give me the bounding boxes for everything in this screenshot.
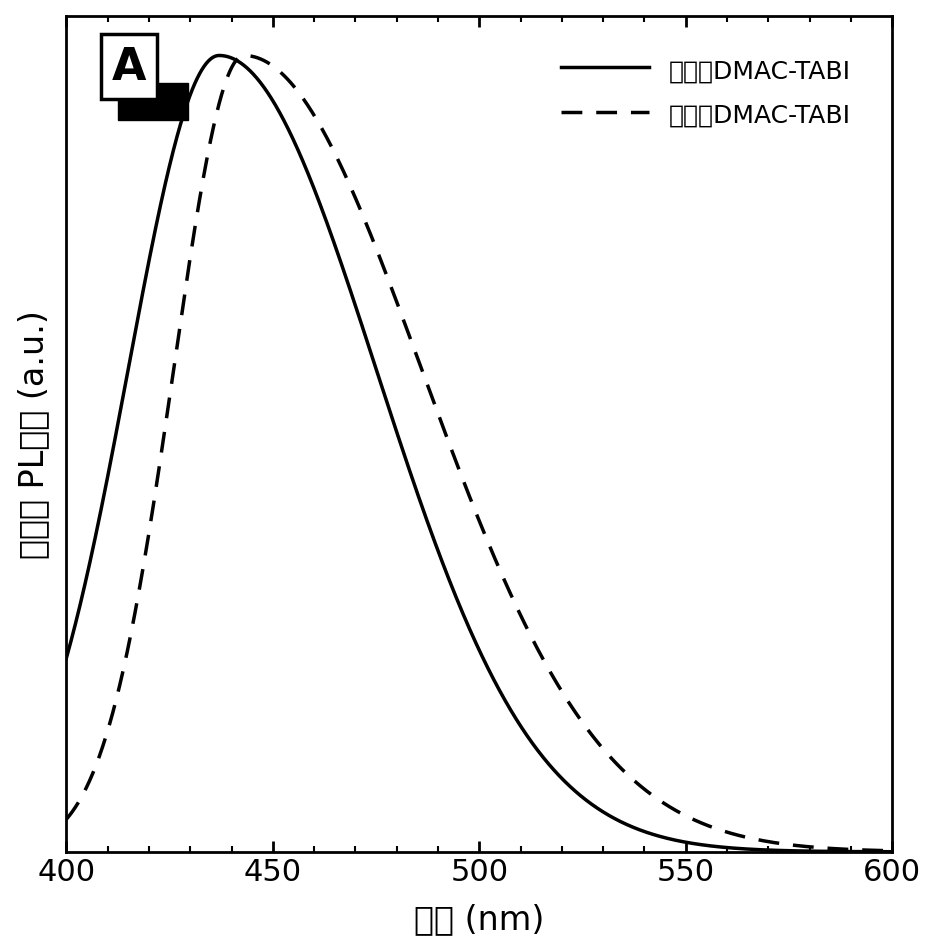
薄膜态DMAC-TABI <box>61 814 72 825</box>
Legend: 溶液态DMAC-TABI, 薄膜态DMAC-TABI: 溶液态DMAC-TABI, 薄膜态DMAC-TABI <box>549 46 863 140</box>
溶液态DMAC-TABI <box>711 841 722 852</box>
溶液态DMAC-TABI <box>103 467 114 479</box>
Line: 溶液态DMAC-TABI: 溶液态DMAC-TABI <box>67 56 892 852</box>
X-axis label: 波长 (nm): 波长 (nm) <box>414 902 544 936</box>
Text: A: A <box>112 46 146 89</box>
溶液态DMAC-TABI <box>214 50 225 62</box>
薄膜态DMAC-TABI <box>711 823 722 835</box>
薄膜态DMAC-TABI <box>863 844 874 856</box>
Line: 薄膜态DMAC-TABI: 薄膜态DMAC-TABI <box>67 56 892 851</box>
薄膜态DMAC-TABI <box>863 844 874 856</box>
Y-axis label: 归一化 PL强度 (a.u.): 归一化 PL强度 (a.u.) <box>17 310 50 559</box>
薄膜态DMAC-TABI <box>103 723 114 734</box>
溶液态DMAC-TABI <box>863 846 874 858</box>
薄膜态DMAC-TABI <box>886 845 898 857</box>
溶液态DMAC-TABI <box>441 567 452 579</box>
薄膜态DMAC-TABI <box>462 488 474 500</box>
溶液态DMAC-TABI <box>462 621 474 632</box>
FancyBboxPatch shape <box>117 84 188 121</box>
薄膜态DMAC-TABI <box>441 431 452 443</box>
溶液态DMAC-TABI <box>886 846 898 858</box>
溶液态DMAC-TABI <box>863 846 874 858</box>
溶液态DMAC-TABI <box>61 653 72 664</box>
薄膜态DMAC-TABI <box>238 50 250 62</box>
